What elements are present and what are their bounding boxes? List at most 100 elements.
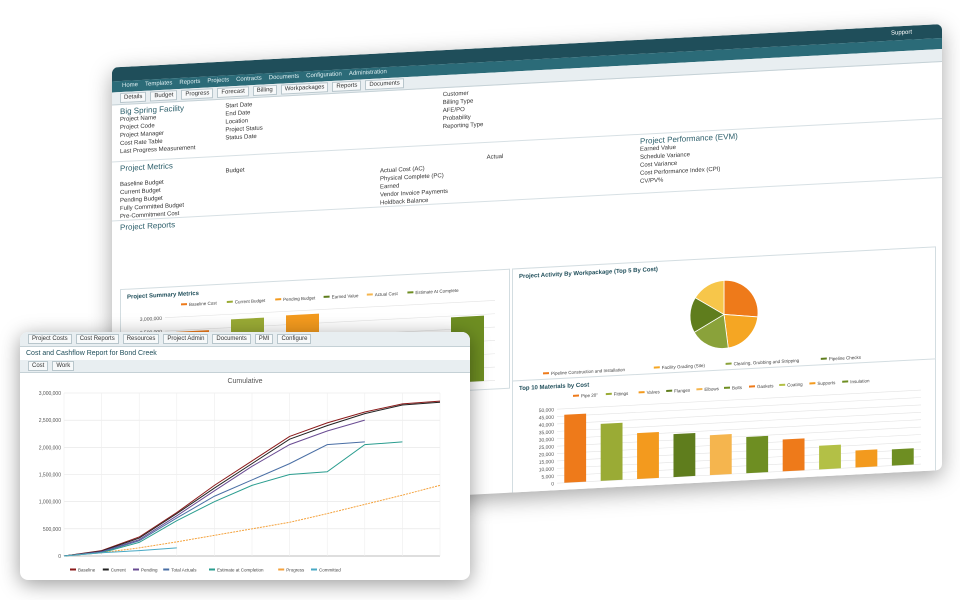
nav-item[interactable]: Configuration: [306, 71, 342, 80]
bar: [673, 433, 696, 478]
toolbar-button[interactable]: Budget: [150, 90, 178, 102]
legend-label: Insulation: [850, 378, 870, 384]
support-link[interactable]: Support: [890, 29, 912, 37]
nav-item[interactable]: Home: [122, 82, 139, 89]
legend-swatch: [181, 303, 187, 306]
nav-item[interactable]: Projects: [207, 77, 230, 85]
tab[interactable]: Work: [52, 361, 75, 371]
legend-swatch: [696, 388, 703, 391]
tab[interactable]: Cost: [28, 361, 49, 371]
nav-item[interactable]: Contracts: [236, 75, 262, 83]
y-tick-label: 3,000,000: [39, 391, 61, 397]
legend-label: Gaskets: [757, 383, 774, 389]
grid-line: [557, 389, 921, 410]
report-title: Cost and Cashflow Report for Bond Creek: [26, 350, 157, 357]
chart-title: Project Activity By Workpackage (Top 5 B…: [519, 267, 658, 280]
toolbar-button[interactable]: PMI: [254, 334, 274, 344]
info-col: Start Date End Date Location Project Status…: [225, 101, 262, 153]
legend-swatch: [366, 293, 373, 296]
legend-label: Earned Value: [332, 293, 359, 299]
nav-item[interactable]: Reports: [179, 78, 201, 86]
toolbar-button[interactable]: Documents: [365, 78, 404, 91]
panel: Project Activity By Workpackage (Top 5 B…: [512, 246, 936, 389]
nav-item[interactable]: Administration: [348, 69, 387, 78]
pie-slice: [694, 280, 725, 316]
grid-line: [165, 300, 495, 319]
grid-line: [557, 404, 921, 425]
field-label: Reporting Type: [442, 122, 484, 131]
legend-label: Baseline Cost: [189, 300, 217, 306]
y-tick-label: 1,000,000: [39, 500, 61, 506]
legend-swatch: [749, 385, 755, 388]
legend-label: Estimate at Completion: [217, 568, 264, 573]
info-col: Big Spring Facility Project Name Project C…: [120, 104, 195, 158]
pie-slice: [723, 280, 759, 318]
legend-label: Coating: [787, 382, 803, 388]
y-tick-label: 0: [551, 481, 554, 487]
bar: [637, 431, 659, 479]
legend-swatch: [275, 298, 282, 301]
y-tick-label: 2,500,000: [39, 418, 61, 424]
toolbar-button[interactable]: Billing: [252, 84, 277, 97]
legend-swatch: [605, 392, 612, 396]
legend-label: Baseline: [78, 568, 96, 573]
toolbar-button[interactable]: Project Admin: [163, 334, 209, 344]
toolbar-button[interactable]: Project Costs: [28, 334, 72, 344]
toolbar-button[interactable]: Forecast: [217, 86, 249, 98]
bar: [891, 448, 914, 466]
y-tick-label: 1,500,000: [39, 473, 61, 479]
legend-label: Progress: [286, 568, 305, 573]
metrics-col: Project Performance (EVM) Earned Value Sch…: [640, 132, 738, 190]
y-tick-label: 3,000,000: [140, 316, 162, 323]
toolbar-button[interactable]: Configure: [277, 334, 312, 344]
legend-swatch: [278, 568, 285, 571]
y-tick-label: 10,000: [539, 467, 555, 474]
legend-label: Current: [111, 568, 127, 573]
legend-swatch: [163, 568, 170, 571]
legend-label: Valves: [647, 389, 661, 395]
line-series: [63, 400, 441, 557]
legend-label: Actual Cost: [375, 291, 399, 297]
legend-swatch: [102, 568, 109, 571]
panel: Top 10 Materials by Cost Pipe 20" Fittings…: [512, 358, 936, 495]
line-series: [63, 441, 365, 557]
legend-label: Committed: [319, 568, 341, 573]
y-tick-label: 2,000,000: [39, 445, 61, 451]
legend-swatch: [209, 568, 215, 571]
legend-label: Facility Grading (Site): [662, 363, 706, 370]
toolbar-button[interactable]: Progress: [181, 88, 214, 100]
legend-swatch: [666, 389, 673, 392]
legend-swatch: [311, 568, 317, 571]
toolbar-button[interactable]: Cost Reports: [75, 334, 119, 344]
legend-label: Clearing, Grubbing and Stripping: [734, 358, 800, 366]
toolbar-button[interactable]: Resources: [122, 334, 160, 344]
legend-swatch: [543, 372, 549, 375]
metrics-col: Project Metrics Budget Baseline Budget Curr…: [120, 153, 350, 220]
y-tick-label: 50,000: [539, 407, 555, 414]
legend-label: Pending: [141, 568, 158, 573]
nav-item[interactable]: Documents: [268, 73, 300, 82]
nav-item[interactable]: Templates: [145, 80, 173, 88]
line-series: [63, 547, 177, 557]
legend-swatch: [323, 295, 330, 298]
y-tick-label: 45,000: [539, 415, 555, 422]
legend-label: Current Budget: [235, 298, 266, 305]
y-tick-label: 20,000: [539, 452, 555, 459]
y-tick-label: 500,000: [43, 527, 61, 533]
legend-swatch: [725, 362, 732, 365]
info-col: Customer Billing Type AFE/PO Probability Rep…: [443, 89, 484, 141]
toolbar-button[interactable]: Reports: [332, 80, 362, 92]
toolbar-button[interactable]: Documents: [212, 334, 251, 344]
legend-swatch: [779, 383, 786, 387]
line-series: [63, 441, 403, 557]
tabs: Cost Work: [20, 360, 470, 373]
metrics-col: Actual Actual Cost (AC) Physical Complete …: [380, 139, 610, 206]
field-label: Status Date: [225, 133, 257, 142]
legend-label: Flanges: [674, 388, 691, 394]
toolbar-button[interactable]: Workpackages: [280, 82, 329, 95]
legend-label: Pending Budget: [283, 295, 316, 302]
pie-slice: [693, 313, 729, 349]
legend-label: Total Actuals: [171, 568, 197, 573]
toolbar-button[interactable]: Details: [120, 91, 147, 104]
